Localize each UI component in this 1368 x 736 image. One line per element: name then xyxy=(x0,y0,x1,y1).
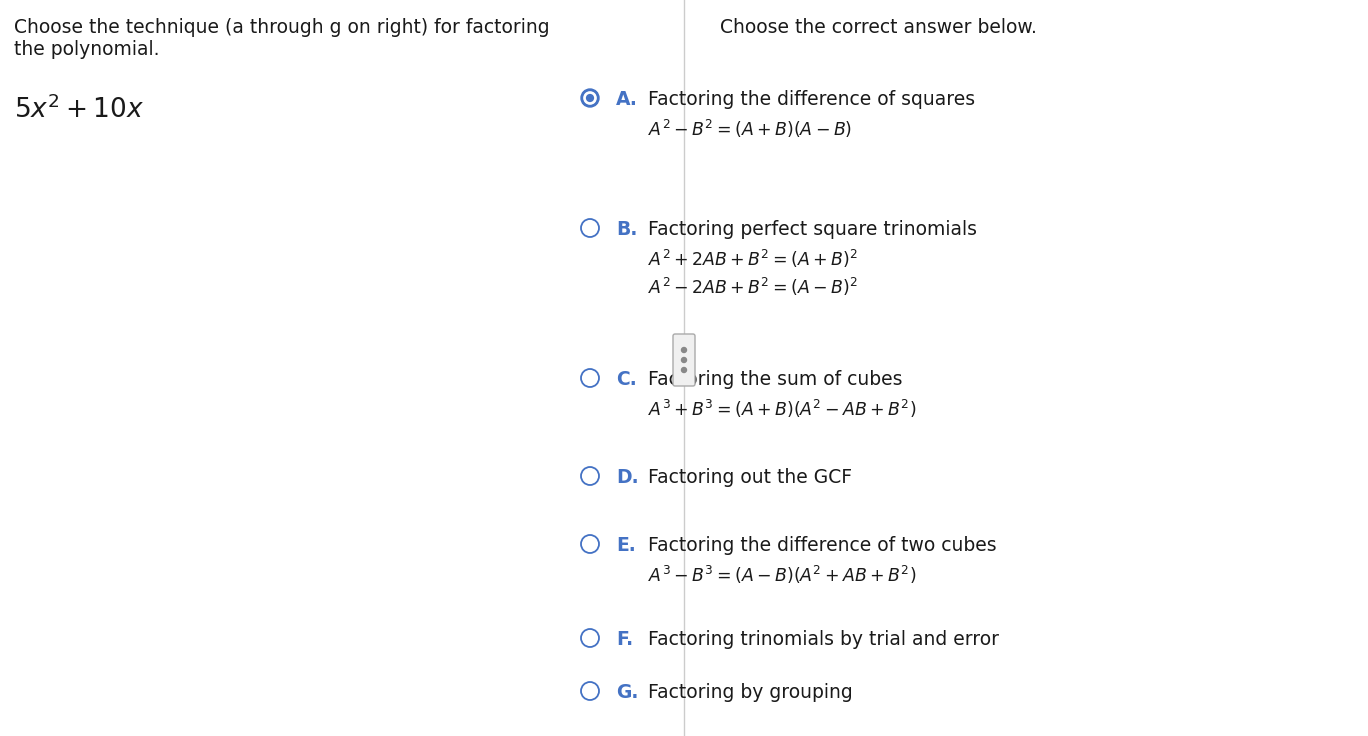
Text: G.: G. xyxy=(616,683,639,702)
Text: $A^3 + B^3 = (A + B)\left(A^2 - AB + B^2\right)$: $A^3 + B^3 = (A + B)\left(A^2 - AB + B^2… xyxy=(648,398,917,420)
Circle shape xyxy=(681,358,687,363)
Text: Factoring trinomials by trial and error: Factoring trinomials by trial and error xyxy=(648,630,999,649)
Text: A.: A. xyxy=(616,90,637,109)
Text: Factoring the difference of two cubes: Factoring the difference of two cubes xyxy=(648,536,997,555)
Text: E.: E. xyxy=(616,536,636,555)
Text: Choose the technique (a through g on right) for factoring: Choose the technique (a through g on rig… xyxy=(14,18,550,37)
Circle shape xyxy=(584,92,596,104)
Circle shape xyxy=(681,367,687,372)
Text: $A^2 - B^2 = (A + B)(A - B)$: $A^2 - B^2 = (A + B)(A - B)$ xyxy=(648,118,852,140)
Text: $A^2 - 2AB + B^2 = (A - B)^2$: $A^2 - 2AB + B^2 = (A - B)^2$ xyxy=(648,276,858,298)
Text: $A^2 + 2AB + B^2 = (A + B)^2$: $A^2 + 2AB + B^2 = (A + B)^2$ xyxy=(648,248,858,270)
Text: $A^3 - B^3 = (A - B)\left(A^2 + AB + B^2\right)$: $A^3 - B^3 = (A - B)\left(A^2 + AB + B^2… xyxy=(648,564,917,586)
Text: Factoring perfect square trinomials: Factoring perfect square trinomials xyxy=(648,220,977,239)
Text: B.: B. xyxy=(616,220,637,239)
Circle shape xyxy=(581,89,599,107)
Text: D.: D. xyxy=(616,468,639,487)
Text: C.: C. xyxy=(616,370,636,389)
Text: $5x^2 + 10x$: $5x^2 + 10x$ xyxy=(14,95,144,124)
Circle shape xyxy=(681,347,687,353)
Text: Choose the correct answer below.: Choose the correct answer below. xyxy=(720,18,1037,37)
Text: Factoring the difference of squares: Factoring the difference of squares xyxy=(648,90,975,109)
Text: Factoring the sum of cubes: Factoring the sum of cubes xyxy=(648,370,903,389)
Text: F.: F. xyxy=(616,630,633,649)
Text: Factoring out the GCF: Factoring out the GCF xyxy=(648,468,852,487)
Circle shape xyxy=(587,95,594,102)
FancyBboxPatch shape xyxy=(673,334,695,386)
Text: the polynomial.: the polynomial. xyxy=(14,40,160,59)
Text: Factoring by grouping: Factoring by grouping xyxy=(648,683,852,702)
